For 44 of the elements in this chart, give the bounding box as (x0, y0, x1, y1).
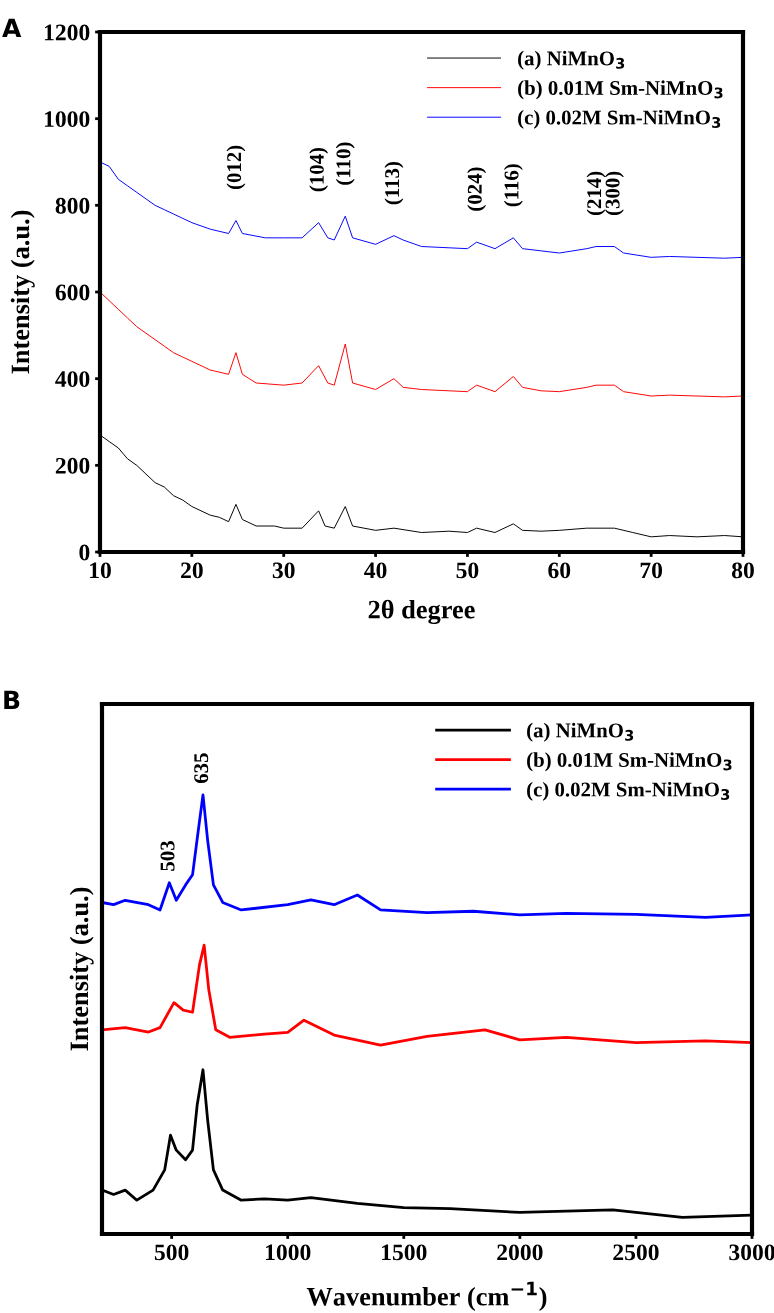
annotation: 635 (194, 753, 209, 784)
annotation: (104) (309, 147, 329, 192)
y-tick-label: 1200 (44, 24, 90, 41)
annotation: (300) (604, 171, 624, 216)
legend-label: (a) NiMnO$_{3}$ (527, 722, 634, 742)
x-tick-label: 1000 (266, 1244, 311, 1261)
annotation: (214) (586, 171, 606, 216)
x-tick-label: 80 (731, 562, 754, 579)
legend-label: (a) NiMnO$_{3}$ (518, 50, 625, 70)
x-tick-label: 1500 (382, 1244, 427, 1261)
x-tick-label: 60 (548, 562, 571, 579)
annotation: (012) (226, 145, 246, 190)
y-tick-label: 200 (55, 457, 90, 474)
x-tick-label: 2500 (613, 1244, 659, 1261)
x-tick-label: 20 (181, 562, 203, 579)
annotation: (110) (335, 142, 355, 185)
legend-label: (c) 0.02M Sm-NiMnO$_{3}$ (527, 781, 730, 801)
x-axis-title: 2θ degree (368, 599, 475, 625)
y-axis-title: Intensity (a.u.) (10, 210, 35, 374)
x-tick-label: 500 (154, 1244, 189, 1261)
x-tick-label: 40 (364, 562, 387, 579)
legend-label: (c) 0.02M Sm-NiMnO$_{3}$ (518, 109, 721, 129)
annotation: (116) (503, 164, 523, 207)
y-tick-label: 0 (79, 544, 90, 561)
legend-label: (b) 0.01M Sm-NiMnO$_{3}$ (518, 80, 723, 100)
annotation: (024) (467, 167, 487, 211)
legend-label: (b) 0.01M Sm-NiMnO$_{3}$ (527, 752, 732, 772)
x-tick-label: 50 (456, 562, 479, 579)
x-tick-label: 30 (272, 562, 295, 579)
x-tick-label: 10 (90, 562, 111, 579)
annotation: 503 (160, 841, 175, 871)
y-tick-label: 800 (55, 197, 90, 214)
y-tick-label: 1000 (44, 111, 90, 128)
y-tick-label: 600 (55, 284, 90, 301)
x-tick-label: 70 (640, 562, 663, 579)
x-axis-title: Wavenumber (cm$^{−1}$) (306, 1281, 547, 1311)
annotation: (113) (384, 162, 404, 205)
x-tick-label: 3000 (729, 1244, 774, 1261)
text: B (4, 690, 20, 709)
y-axis-title: Intensity (a.u.) (69, 887, 94, 1051)
line-series (100, 291, 743, 398)
y-tick-label: 400 (55, 371, 90, 388)
text: A (2, 18, 22, 37)
x-tick-label: 2000 (497, 1244, 543, 1261)
